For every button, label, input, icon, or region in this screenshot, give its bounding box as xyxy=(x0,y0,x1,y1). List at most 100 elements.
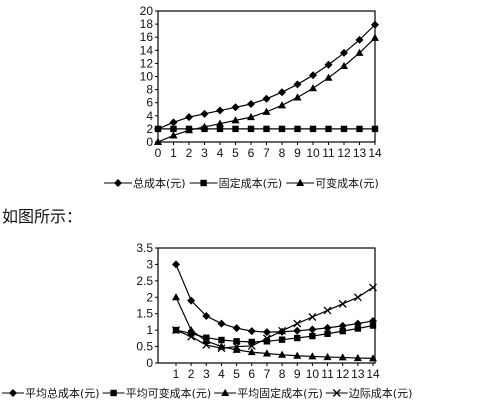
data-point xyxy=(338,353,347,361)
legend-label: 总成本(元) xyxy=(133,176,186,190)
data-point xyxy=(340,48,348,57)
legend-entry: 固定成本(元) xyxy=(189,176,283,190)
series-line xyxy=(175,286,374,349)
legend-entry: 平均总成本(元) xyxy=(2,386,100,400)
series-3 xyxy=(154,33,379,145)
x-tick-label: 0 xyxy=(155,146,162,160)
data-point xyxy=(278,336,286,343)
x-tick-label: 9 xyxy=(294,146,301,160)
data-point xyxy=(278,350,287,358)
data-point xyxy=(187,330,195,337)
data-point xyxy=(170,125,177,133)
data-point xyxy=(293,93,302,101)
data-point xyxy=(262,349,271,357)
data-point xyxy=(231,116,240,124)
x-tick-label: 12 xyxy=(336,367,350,381)
data-point xyxy=(169,131,178,139)
x-tick-label: 6 xyxy=(248,146,255,160)
data-point xyxy=(247,341,256,350)
plot-frame xyxy=(157,10,376,143)
legend-marker xyxy=(221,388,230,396)
data-point xyxy=(323,306,332,315)
legend-label: 平均总成本(元) xyxy=(25,386,100,400)
data-point xyxy=(355,48,364,56)
data-point xyxy=(293,319,302,328)
legend-entry: 边际成本(元) xyxy=(325,386,412,400)
data-point xyxy=(232,125,239,133)
data-point xyxy=(263,125,270,133)
series-1 xyxy=(154,20,379,133)
data-point xyxy=(356,125,363,133)
data-point xyxy=(293,351,302,359)
x-tick-label: 14 xyxy=(366,367,380,381)
x-tick-label: 7 xyxy=(263,146,270,160)
data-point xyxy=(218,336,225,344)
data-point xyxy=(216,119,224,127)
data-point xyxy=(247,112,255,121)
data-point xyxy=(309,71,317,80)
legend-entry: 平均固定成本(元) xyxy=(214,386,323,400)
legend-marker xyxy=(332,389,341,397)
y-tick-label: 8 xyxy=(146,83,153,97)
x-tick-label: 4 xyxy=(217,146,224,160)
data-point xyxy=(339,327,346,335)
series-1 xyxy=(172,260,377,337)
x-tick-label: 6 xyxy=(248,367,255,381)
y-tick-label: 3 xyxy=(146,257,153,271)
y-tick-label: 16 xyxy=(140,30,154,44)
y-tick-label: 18 xyxy=(140,17,154,31)
data-point xyxy=(216,125,224,133)
data-point xyxy=(338,299,347,308)
y-tick-label: 6 xyxy=(146,96,153,110)
legend-marker xyxy=(114,179,122,187)
y-tick-label: 12 xyxy=(140,56,154,70)
data-point xyxy=(278,326,287,335)
data-point xyxy=(371,125,379,133)
data-point xyxy=(369,354,377,362)
x-tick-label: 5 xyxy=(233,367,240,381)
data-point xyxy=(278,101,286,109)
data-point xyxy=(371,20,379,29)
data-point xyxy=(338,321,347,330)
data-point xyxy=(294,125,301,133)
x-tick-label: 3 xyxy=(201,146,208,160)
y-tick-label: 1 xyxy=(146,323,153,337)
x-tick-label: 10 xyxy=(306,146,320,160)
data-point xyxy=(293,326,302,335)
data-point xyxy=(247,100,255,109)
data-point xyxy=(353,293,362,302)
data-point xyxy=(154,125,162,133)
data-point xyxy=(308,313,317,321)
legend-entry: 总成本(元) xyxy=(104,176,186,190)
data-point xyxy=(278,88,286,97)
legend-label: 固定成本(元) xyxy=(219,176,283,190)
x-tick-label: 2 xyxy=(186,146,193,160)
legend-marker xyxy=(9,389,17,397)
x-tick-label: 13 xyxy=(351,367,365,381)
data-point xyxy=(169,118,178,127)
y-tick-label: 0 xyxy=(146,356,153,370)
total-cost-legend: 总成本(元) 固定成本(元) 可变成本(元) xyxy=(104,176,379,190)
data-point xyxy=(216,106,224,115)
average-cost-legend: 平均总成本(元) 平均可变成本(元) 平均固定成本(元) 边际成本(元) xyxy=(2,386,412,400)
data-point xyxy=(202,340,211,349)
data-point xyxy=(187,325,196,334)
data-point xyxy=(324,73,333,81)
series-line xyxy=(175,264,374,333)
x-tick-label: 3 xyxy=(203,367,210,381)
data-point xyxy=(217,344,226,353)
data-point xyxy=(324,330,331,337)
legend-label: 可变成本(元) xyxy=(315,176,379,190)
data-point xyxy=(323,352,332,361)
data-point xyxy=(187,296,196,305)
data-point xyxy=(262,94,271,103)
legend-label: 平均固定成本(元) xyxy=(237,386,323,400)
data-point xyxy=(231,103,240,112)
legend-label: 平均可变成本(元) xyxy=(126,386,212,400)
data-point xyxy=(185,126,193,134)
y-tick-label: 2.5 xyxy=(136,274,153,288)
data-point xyxy=(200,109,209,118)
y-tick-label: 0.5 xyxy=(136,340,153,354)
data-point xyxy=(232,324,241,333)
